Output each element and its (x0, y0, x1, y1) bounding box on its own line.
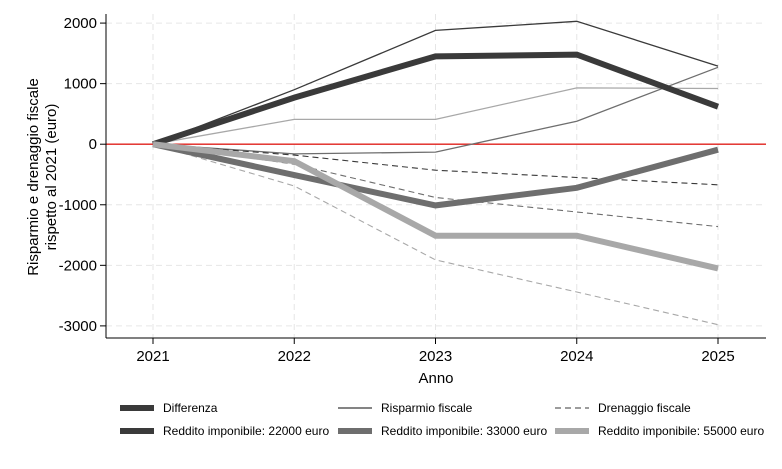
series-line-55000-thick (152, 141, 719, 272)
y-tick-label: 1000 (64, 76, 97, 93)
legend-label-0: Differenza (163, 401, 218, 415)
y-tick-label: -1000 (59, 197, 97, 214)
legend: Differenza Risparmio fiscale Drenaggio fis… (120, 401, 764, 438)
x-tick-label: 2025 (701, 348, 734, 365)
y-axis-label: Risparmio e drenaggio fiscale rispetto a… (25, 78, 60, 276)
x-tick-label: 2021 (136, 348, 169, 365)
y-tick-label: -3000 (59, 318, 97, 335)
series-line-33000-thin (152, 66, 719, 155)
x-tick-label: 2024 (560, 348, 593, 365)
series-line-33000-thick (152, 141, 719, 209)
legend-label-2: Drenaggio fiscale (598, 401, 691, 415)
legend-label-4: Reddito imponibile: 33000 euro (381, 424, 547, 438)
y-axis-label-line-2: rispetto al 2021 (euro) (43, 104, 60, 251)
x-axis-label: Anno (418, 370, 453, 387)
series-line-55000-thin (152, 87, 719, 145)
series-lines (152, 20, 720, 326)
legend-label-1: Risparmio fiscale (381, 401, 473, 415)
series-line-22000-thin (152, 20, 719, 145)
y-axis-label-line-1: Risparmio e drenaggio fiscale (25, 78, 42, 276)
series-line-22000-dashed (152, 143, 719, 186)
grid-lines (106, 14, 766, 338)
series-line-22000-thick (152, 51, 720, 148)
legend-label-5: Reddito imponibile: 55000 euro (598, 424, 764, 438)
x-tick-label: 2023 (419, 348, 452, 365)
y-tick-label: 0 (89, 136, 97, 153)
y-tick-label: -2000 (59, 257, 97, 274)
x-tick-label: 2022 (278, 348, 311, 365)
y-tick-label: 2000 (64, 15, 97, 32)
axes: 2000 1000 0 -1000 -2000 -3000 2021 2022 2023 2024… (59, 14, 766, 365)
legend-label-3: Reddito imponibile: 22000 euro (163, 424, 329, 438)
